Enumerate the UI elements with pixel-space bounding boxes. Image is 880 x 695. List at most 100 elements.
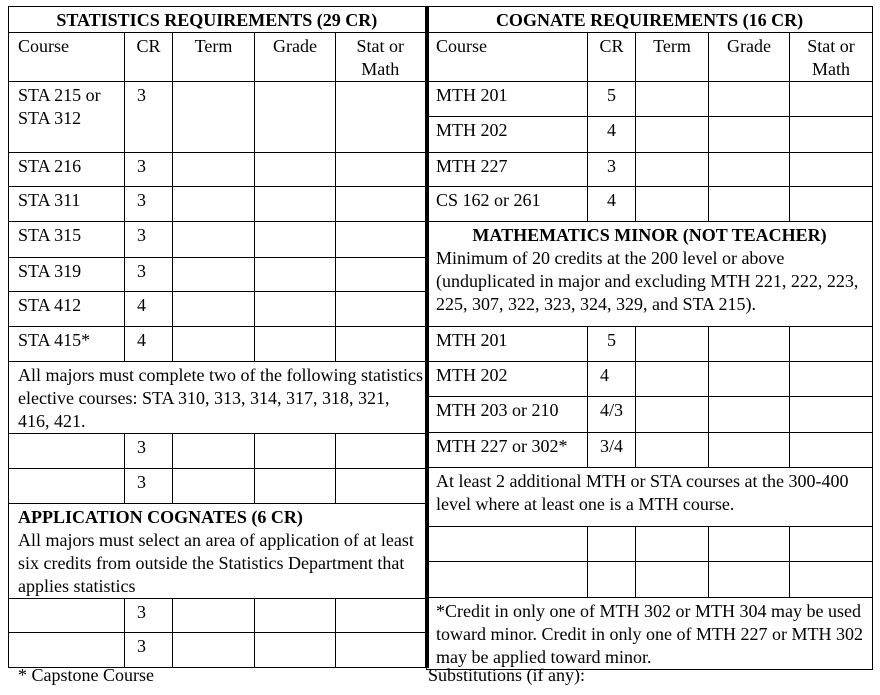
course-cell[interactable]: MTH 227 [426,152,588,187]
stat-or-math-field[interactable] [788,186,874,222]
term-field[interactable] [172,81,255,153]
grade-field[interactable] [254,257,336,292]
header-row: Course CR Term Grade Stat or Math [426,32,874,82]
credits-cell: 4 [587,361,636,397]
table-row: STA 319 3 [8,257,429,292]
minor-note: Minimum of 20 credits at the 200 level o… [436,248,859,314]
grade-field[interactable] [708,361,790,397]
course-cell[interactable]: STA 412 [8,291,125,327]
term-field[interactable] [172,468,255,504]
grade-field[interactable] [254,632,336,668]
stat-or-math-field[interactable] [334,221,429,258]
credits-cell: 3 [124,632,173,668]
stat-or-math-field[interactable] [788,561,874,598]
grade-field[interactable] [708,326,790,362]
header-row: Course CR Term Grade Stat or Math [8,32,429,82]
term-field[interactable] [172,221,255,258]
term-field[interactable] [172,433,255,469]
grade-field[interactable] [708,432,790,468]
grade-field[interactable] [708,526,790,562]
stat-or-math-field[interactable] [788,326,874,362]
course-cell[interactable]: STA 311 [8,186,125,222]
term-field[interactable] [172,632,255,668]
stat-or-math-field[interactable] [334,433,429,469]
course-cell[interactable] [8,433,125,469]
term-field[interactable] [172,186,255,222]
grade-field[interactable] [708,186,790,222]
capstone-footnote: * Capstone Course [18,665,154,685]
course-cell[interactable]: MTH 227 or 302* [426,432,588,468]
grade-field[interactable] [708,81,790,117]
term-field[interactable] [172,598,255,633]
stat-or-math-field[interactable] [334,291,429,327]
course-cell[interactable]: MTH 201 [426,326,588,362]
course-cell[interactable]: STA 415* [8,326,125,362]
course-cell[interactable] [8,632,125,668]
course-cell[interactable] [8,468,125,504]
stat-or-math-field[interactable] [334,81,429,153]
grade-field[interactable] [254,598,336,633]
grade-field[interactable] [254,186,336,222]
stat-or-math-field[interactable] [334,598,429,633]
course-cell[interactable]: STA 216 [8,152,125,187]
stat-or-math-field[interactable] [788,116,874,153]
course-cell[interactable]: MTH 203 or 210 [426,396,588,433]
grade-field[interactable] [254,291,336,327]
term-field[interactable] [635,526,709,562]
term-field[interactable] [635,432,709,468]
credits-cell: 3 [124,257,173,292]
term-field[interactable] [172,326,255,362]
course-cell[interactable]: MTH 201 [426,81,588,117]
term-field[interactable] [172,257,255,292]
term-field[interactable] [635,361,709,397]
stat-or-math-field[interactable] [788,526,874,562]
grade-field[interactable] [708,396,790,433]
column-header-course: Course [8,32,125,82]
course-cell[interactable]: MTH 202 [426,361,588,397]
grade-field[interactable] [708,152,790,187]
stat-or-math-field[interactable] [788,432,874,468]
minor-section-title: MATHEMATICS MINOR (NOT TEACHER) [472,225,827,245]
stat-or-math-field[interactable] [334,186,429,222]
term-field[interactable] [635,81,709,117]
minor-footnote-cell: *Credit in only one of MTH 302 or MTH 30… [425,597,874,670]
course-cell[interactable]: STA 315 [8,221,125,258]
course-cell[interactable] [8,598,125,633]
grade-field[interactable] [254,433,336,469]
grade-field[interactable] [254,152,336,187]
credits-cell: 3 [124,81,173,153]
term-field[interactable] [635,116,709,153]
stat-or-math-field[interactable] [334,257,429,292]
term-field[interactable] [635,186,709,222]
grade-field[interactable] [254,326,336,362]
stat-or-math-field[interactable] [334,468,429,504]
course-cell[interactable] [426,561,588,598]
stat-or-math-field[interactable] [334,632,429,668]
term-field[interactable] [635,396,709,433]
stat-or-math-field[interactable] [788,396,874,433]
credits-cell: 3 [124,468,173,504]
stat-or-math-field[interactable] [788,81,874,117]
term-field[interactable] [635,152,709,187]
course-cell[interactable]: MTH 202 [426,116,588,153]
term-field[interactable] [172,291,255,327]
credits-cell: 3 [124,598,173,633]
course-cell[interactable]: STA 319 [8,257,125,292]
stat-or-math-field[interactable] [334,152,429,187]
stat-or-math-field[interactable] [334,326,429,362]
term-field[interactable] [635,561,709,598]
grade-field[interactable] [254,81,336,153]
stat-or-math-field[interactable] [788,152,874,187]
credits-cell: 3 [587,152,636,187]
course-cell[interactable]: STA 215 or STA 312 [8,81,125,153]
term-field[interactable] [172,152,255,187]
credits-cell: 4 [124,326,173,362]
course-cell[interactable]: CS 162 or 261 [426,186,588,222]
stat-or-math-field[interactable] [788,361,874,397]
term-field[interactable] [635,326,709,362]
grade-field[interactable] [708,561,790,598]
grade-field[interactable] [254,221,336,258]
course-cell[interactable] [426,526,588,562]
grade-field[interactable] [708,116,790,153]
grade-field[interactable] [254,468,336,504]
